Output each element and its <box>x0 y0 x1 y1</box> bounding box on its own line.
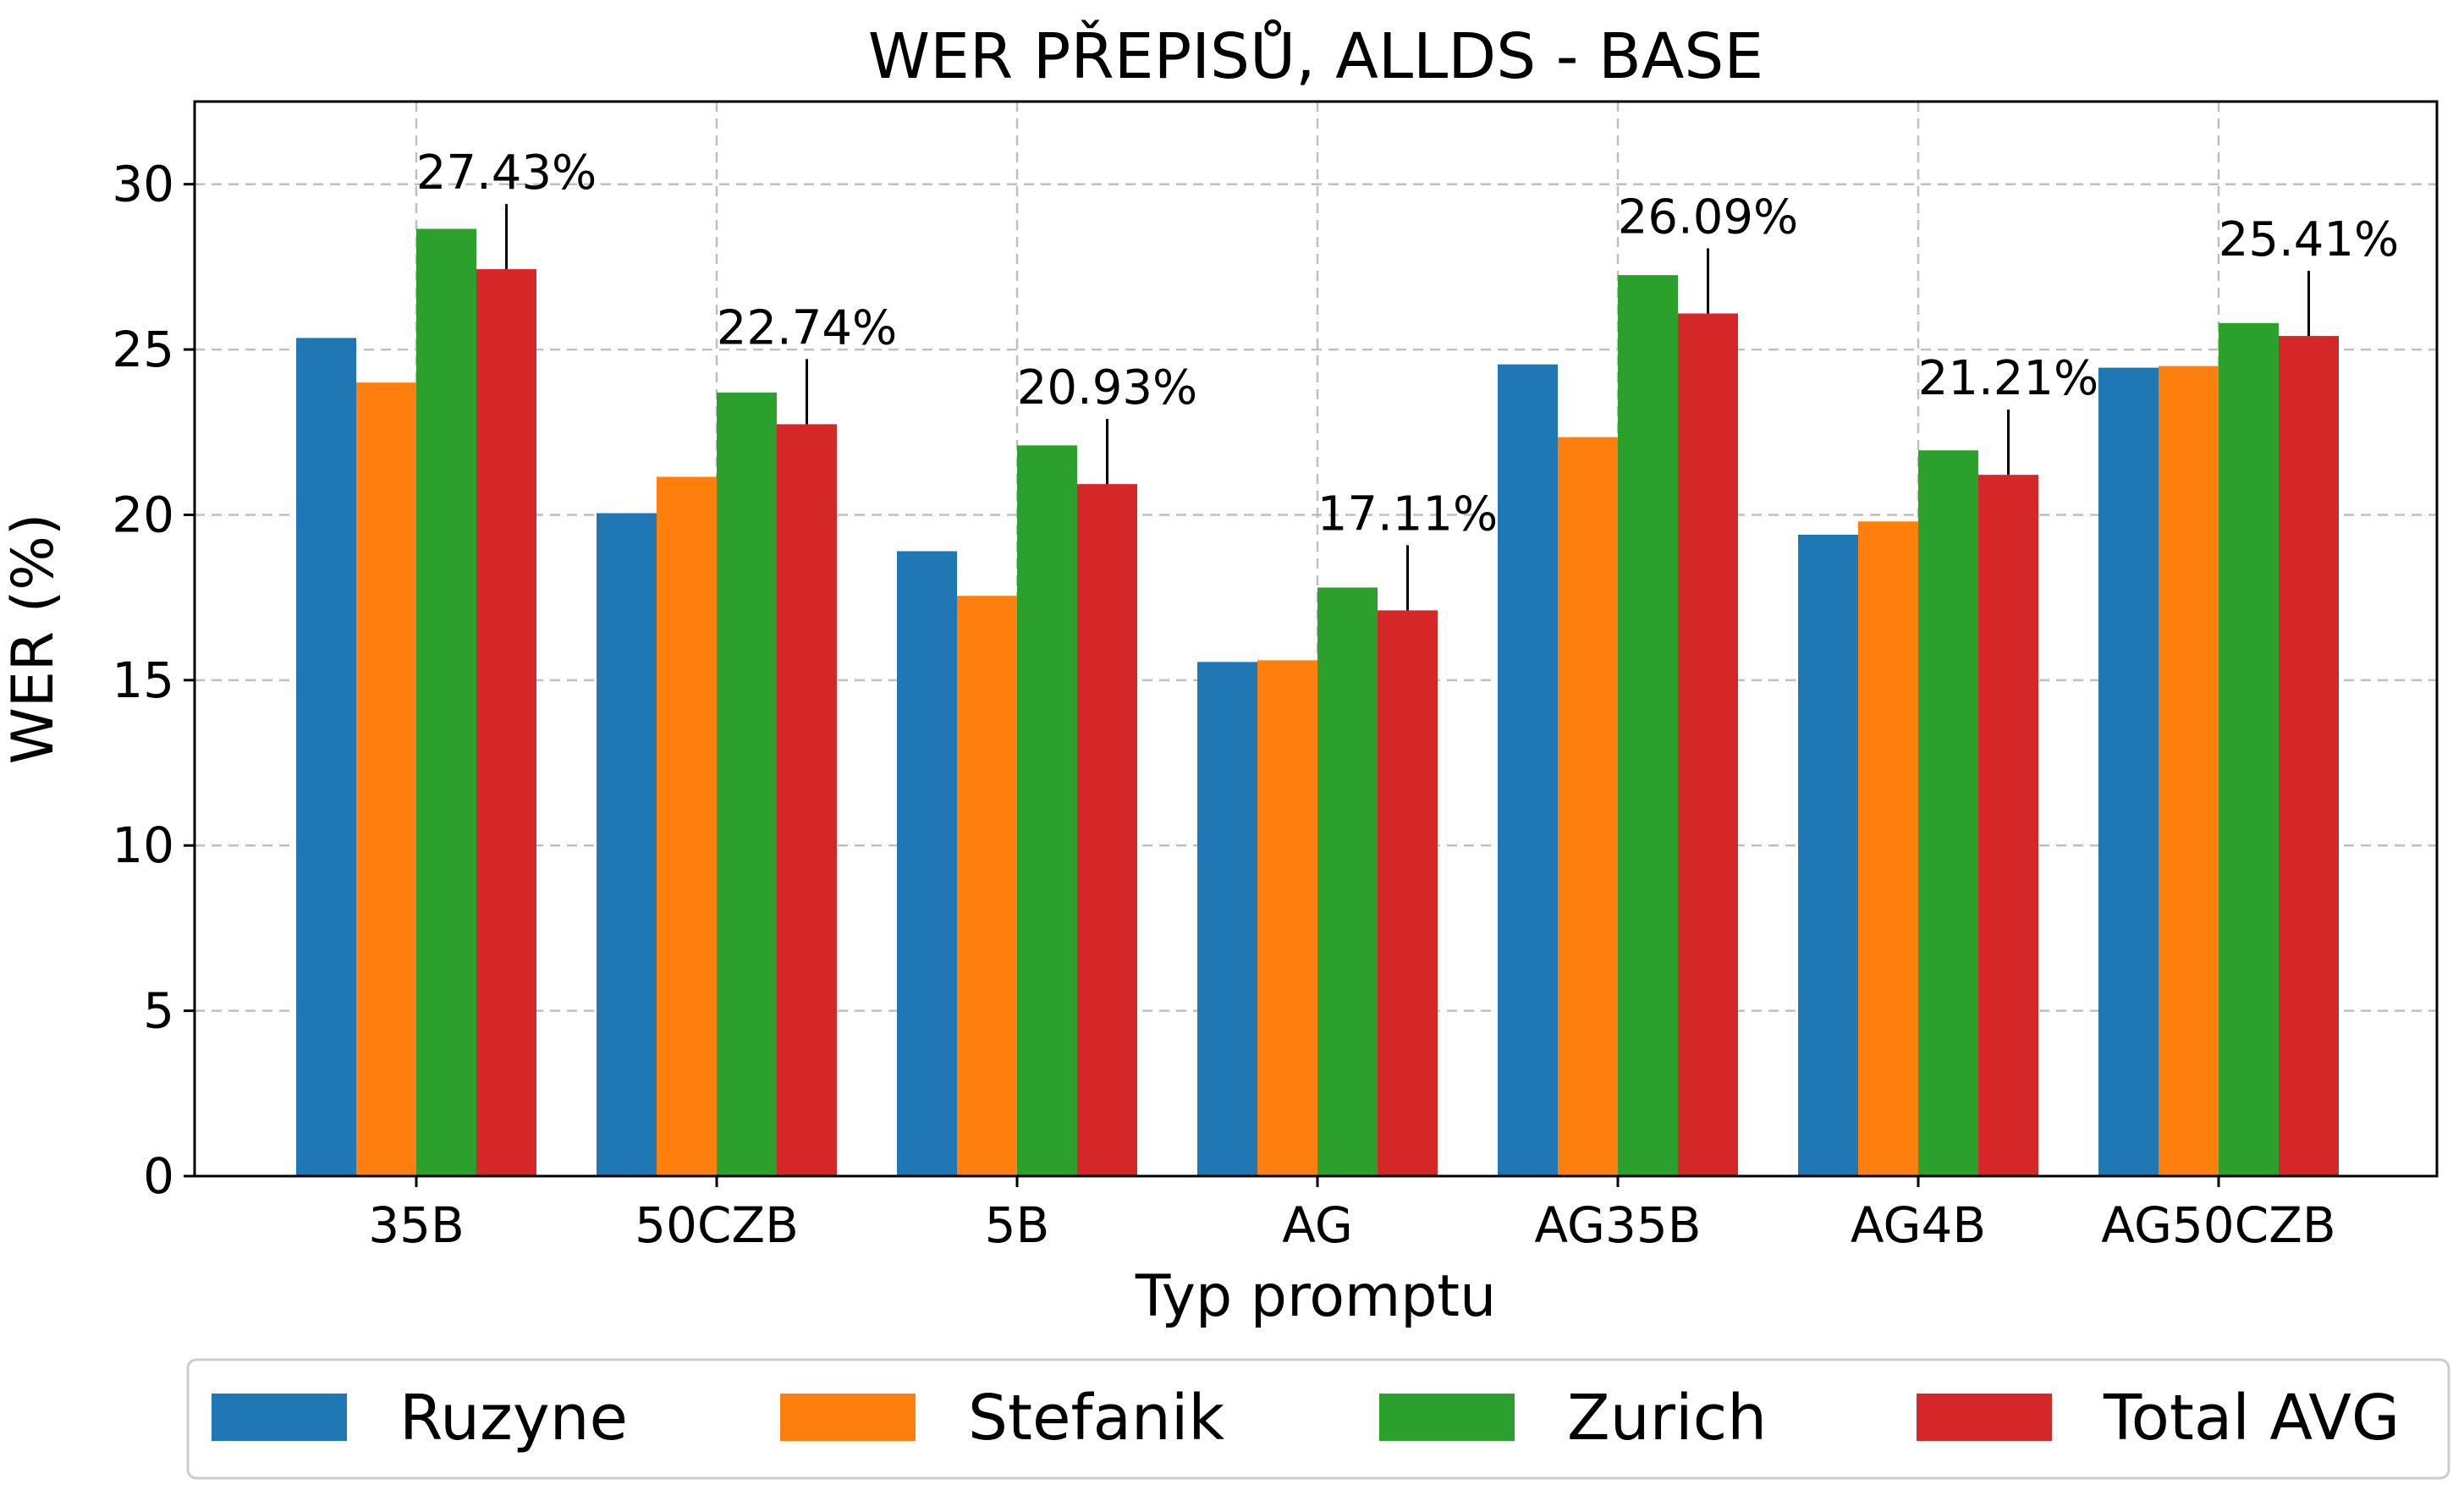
bar-total-avg <box>476 269 536 1176</box>
total-avg-label: 17.11% <box>1317 487 1499 542</box>
bar-total-avg <box>777 424 837 1177</box>
x-axis: 35B 50CZB 5B AG AG35B AG4B AG50CZB <box>368 1176 2336 1254</box>
bar-stefanik <box>657 476 717 1176</box>
bar-ruzyne <box>1498 364 1558 1177</box>
bar-total-avg <box>1978 475 2038 1176</box>
legend-swatch-zurich <box>1379 1394 1515 1441</box>
legend-swatch-stefanik <box>780 1394 916 1441</box>
chart-title: WER PŘEPISŮ, ALLDS - BASE <box>868 19 1763 93</box>
bar-stefanik <box>356 382 416 1177</box>
legend-swatch-ruzyne <box>212 1394 347 1441</box>
y-axis-label: WER (%) <box>0 514 67 765</box>
total-avg-label: 20.93% <box>1017 360 1198 415</box>
x-tick-label: AG50CZB <box>2101 1196 2335 1254</box>
bar-ruzyne <box>1197 662 1257 1176</box>
y-tick-label: 5 <box>143 982 174 1040</box>
bar-ruzyne <box>597 513 657 1176</box>
x-tick-label: 5B <box>985 1196 1050 1254</box>
bar-zurich <box>416 228 476 1176</box>
bar-zurich <box>1317 587 1378 1176</box>
bar-total-avg <box>2279 336 2339 1176</box>
y-tick-label: 15 <box>112 652 174 709</box>
legend-label: Stefanik <box>968 1382 1224 1454</box>
total-avg-label: 22.74% <box>717 300 898 355</box>
legend: Ruzyne Stefanik Zurich Total AVG <box>186 1358 2450 1480</box>
x-tick-label: AG35B <box>1534 1196 1701 1254</box>
bars-layer <box>296 228 2339 1177</box>
y-tick-label: 30 <box>112 156 174 213</box>
legend-box <box>186 1358 2450 1480</box>
bar-zurich <box>1017 445 1077 1176</box>
bar-stefanik <box>1257 660 1317 1176</box>
bar-stefanik <box>1558 437 1618 1176</box>
total-avg-label: 21.21% <box>1918 351 2099 406</box>
bar-zurich <box>1918 450 1978 1176</box>
x-tick-label: 35B <box>368 1196 465 1254</box>
total-avg-label: 25.41% <box>2219 212 2400 267</box>
legend-label: Total AVG <box>2103 1382 2400 1454</box>
y-tick-label: 0 <box>143 1147 174 1205</box>
annotation-layer: 27.43% 22.74% 20.93% 17.11% 26.09% 21.21% 25.4… <box>416 146 2400 611</box>
y-tick-label: 25 <box>112 321 174 378</box>
bar-ruzyne <box>2098 367 2159 1177</box>
y-tick-label: 10 <box>112 816 174 874</box>
total-avg-label: 27.43% <box>416 146 597 201</box>
y-tick-label: 20 <box>112 486 174 543</box>
bar-stefanik <box>1858 521 1918 1176</box>
bar-total-avg <box>1077 484 1137 1176</box>
bar-stefanik <box>2159 366 2219 1177</box>
bar-zurich <box>1618 275 1678 1177</box>
bar-zurich <box>2219 322 2279 1176</box>
x-tick-label: AG4B <box>1851 1196 1986 1254</box>
x-axis-label: Typ promptu <box>1135 1263 1496 1330</box>
bar-ruzyne <box>296 338 356 1176</box>
plot-frame <box>193 100 2439 1178</box>
bar-ruzyne <box>1798 534 1858 1176</box>
bar-zurich <box>717 392 777 1176</box>
legend-label: Zurich <box>1567 1382 1767 1454</box>
bar-total-avg <box>1378 610 1438 1176</box>
x-tick-label: AG <box>1282 1196 1353 1254</box>
bar-ruzyne <box>897 551 957 1176</box>
x-tick-label: 50CZB <box>635 1196 799 1254</box>
bar-total-avg <box>1678 313 1738 1177</box>
y-axis: 0 5 10 15 20 25 30 <box>112 156 195 1205</box>
bar-stefanik <box>957 596 1017 1176</box>
legend-label: Ruzyne <box>399 1382 628 1454</box>
total-avg-label: 26.09% <box>1618 190 1799 245</box>
legend-swatch-total-avg <box>1917 1394 2052 1441</box>
